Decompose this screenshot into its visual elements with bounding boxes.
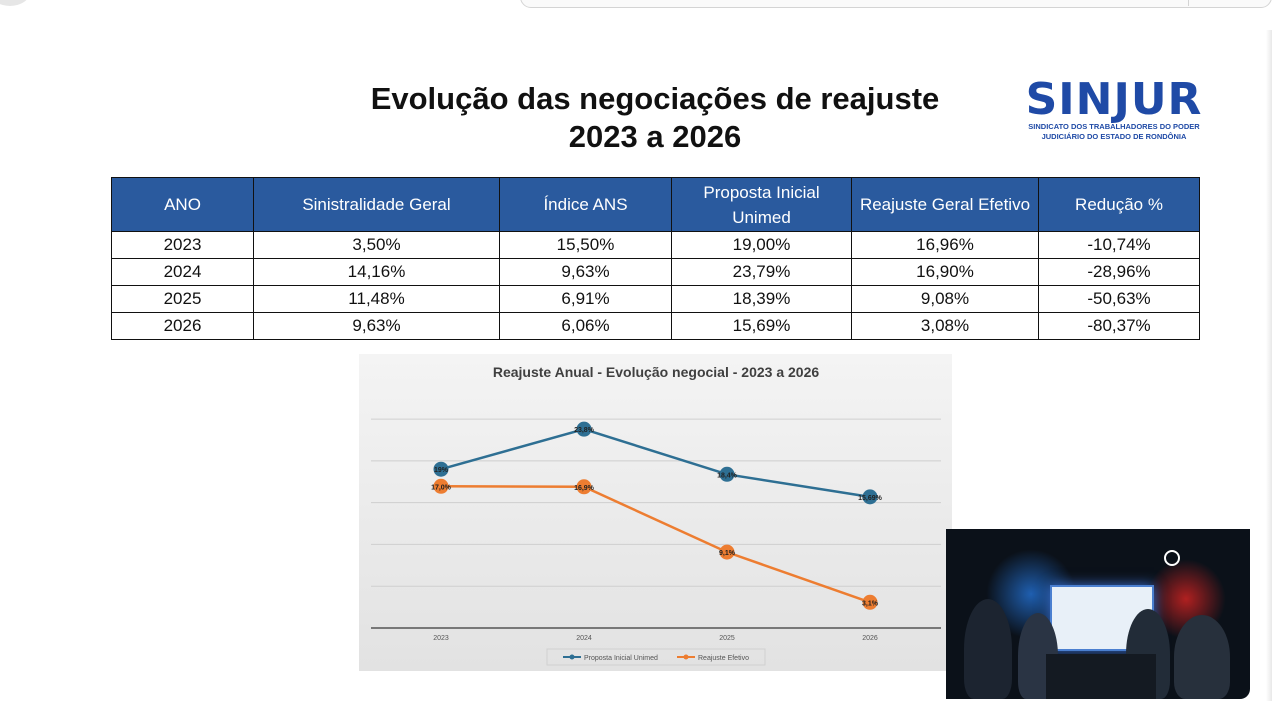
participant xyxy=(964,599,1012,699)
series-line-reajuste xyxy=(440,485,871,604)
sinjur-logo: SINJUR SINDICATO DOS TRABALHADORES DO PO… xyxy=(1014,78,1214,142)
table-row: 2023 3,50% 15,50% 19,00% 16,96% -10,74% xyxy=(111,231,1200,259)
table-cell: 2026 xyxy=(111,312,254,340)
table-cell: 9,08% xyxy=(851,285,1039,313)
participant xyxy=(1174,615,1230,699)
data-point xyxy=(433,461,449,477)
chart-series: 19% 23,8% 18,4% 15,69% 17,0% 16,9% 9,1% 3,1% xyxy=(431,421,883,610)
header-proposta-inicial: Proposta Inicial Unimed xyxy=(671,177,852,232)
browser-address-bar[interactable] xyxy=(520,0,1272,8)
line-chart-svg: Reajuste Anual - Evolução negocial - 202… xyxy=(371,364,941,666)
browser-corner-button[interactable] xyxy=(0,0,30,6)
readjustment-table: ANO Sinistralidade Geral Índice ANS Prop… xyxy=(111,177,1200,340)
table-cell: 3,50% xyxy=(253,231,500,259)
table-cell: 23,79% xyxy=(671,258,852,286)
table-cell: 9,63% xyxy=(253,312,500,340)
table-cell: 19,00% xyxy=(671,231,852,259)
table-cell: -50,63% xyxy=(1038,285,1200,313)
video-call-thumbnail[interactable] xyxy=(946,529,1250,699)
table-row: 2026 9,63% 6,06% 15,69% 3,08% -80,37% xyxy=(111,312,1200,340)
scroll-edge xyxy=(1266,30,1272,701)
table-header-row: ANO Sinistralidade Geral Índice ANS Prop… xyxy=(111,177,1200,232)
data-point xyxy=(719,466,735,482)
data-point xyxy=(719,544,735,560)
chart-title: Reajuste Anual - Evolução negocial - 202… xyxy=(493,364,819,380)
header-indice-ans: Índice ANS xyxy=(499,177,672,232)
data-label: 3,1% xyxy=(862,600,879,607)
data-label: 17,0% xyxy=(431,484,452,491)
table-cell: 3,08% xyxy=(851,312,1039,340)
table-cell: 15,50% xyxy=(499,231,672,259)
logo-subtitle-line2: JUDICIÁRIO DO ESTADO DE RONDÔNIA xyxy=(1041,132,1187,141)
table-cell: 15,69% xyxy=(671,312,852,340)
x-tick-label: 2026 xyxy=(862,635,878,642)
table-cell: 16,96% xyxy=(851,231,1039,259)
table-cell: 2024 xyxy=(111,258,254,286)
data-point xyxy=(862,489,878,505)
table-cell: 9,63% xyxy=(499,258,672,286)
meeting-table xyxy=(1046,654,1156,699)
data-point xyxy=(433,478,449,494)
table-row: 2024 14,16% 9,63% 23,79% 16,90% -28,96% xyxy=(111,258,1200,286)
table-cell: 11,48% xyxy=(253,285,500,313)
record-indicator-icon xyxy=(1164,550,1180,566)
legend-label: Proposta Inicial Unimed xyxy=(584,655,658,662)
table-cell: 2023 xyxy=(111,231,254,259)
data-label: 9,1% xyxy=(719,550,736,557)
data-point xyxy=(576,421,592,437)
legend-marker xyxy=(569,654,575,660)
address-bar-divider xyxy=(1188,0,1189,6)
table-cell: 14,16% xyxy=(253,258,500,286)
header-reajuste-efetivo: Reajuste Geral Efetivo xyxy=(851,177,1039,232)
series-line-proposta xyxy=(440,427,871,499)
table-cell: 6,91% xyxy=(499,285,672,313)
logo-word: SINJUR xyxy=(1025,74,1203,125)
table-cell: -80,37% xyxy=(1038,312,1200,340)
line-chart: Reajuste Anual - Evolução negocial - 202… xyxy=(359,354,952,671)
legend-marker xyxy=(683,654,689,660)
data-label: 16,9% xyxy=(574,485,595,492)
data-point xyxy=(862,594,878,610)
x-tick-label: 2023 xyxy=(433,635,449,642)
legend-box xyxy=(546,648,766,666)
table-row: 2025 11,48% 6,91% 18,39% 9,08% -50,63% xyxy=(111,285,1200,313)
slide-title-line2: 2023 a 2026 xyxy=(568,119,742,154)
x-tick-label: 2025 xyxy=(719,635,735,642)
chart-x-axis: 2023 2024 2025 2026 xyxy=(433,635,878,642)
chart-legend: Proposta Inicial Unimed Reajuste Efetivo xyxy=(546,648,766,666)
logo-subtitle-line1: SINDICATO DOS TRABALHADORES DO PODER xyxy=(1028,122,1200,131)
chart-grid xyxy=(371,418,941,629)
data-label: 18,4% xyxy=(717,472,738,479)
slide-title-line1: Evolução das negociações de reajuste xyxy=(370,81,940,116)
x-tick-label: 2024 xyxy=(576,635,592,642)
table-cell: 2025 xyxy=(111,285,254,313)
table-cell: 6,06% xyxy=(499,312,672,340)
legend-label: Reajuste Efetivo xyxy=(698,655,749,662)
header-reducao: Redução % xyxy=(1038,177,1200,232)
data-label: 23,8% xyxy=(574,427,595,434)
table-cell: 18,39% xyxy=(671,285,852,313)
data-label: 15,69% xyxy=(858,495,883,502)
slide-title: Evolução das negociações de reajuste 202… xyxy=(300,80,1010,156)
table-cell: -28,96% xyxy=(1038,258,1200,286)
table-cell: -10,74% xyxy=(1038,231,1200,259)
header-ano: ANO xyxy=(111,177,254,232)
header-sinistralidade: Sinistralidade Geral xyxy=(253,177,500,232)
data-point xyxy=(576,479,592,495)
data-label: 19% xyxy=(434,467,449,474)
table-cell: 16,90% xyxy=(851,258,1039,286)
